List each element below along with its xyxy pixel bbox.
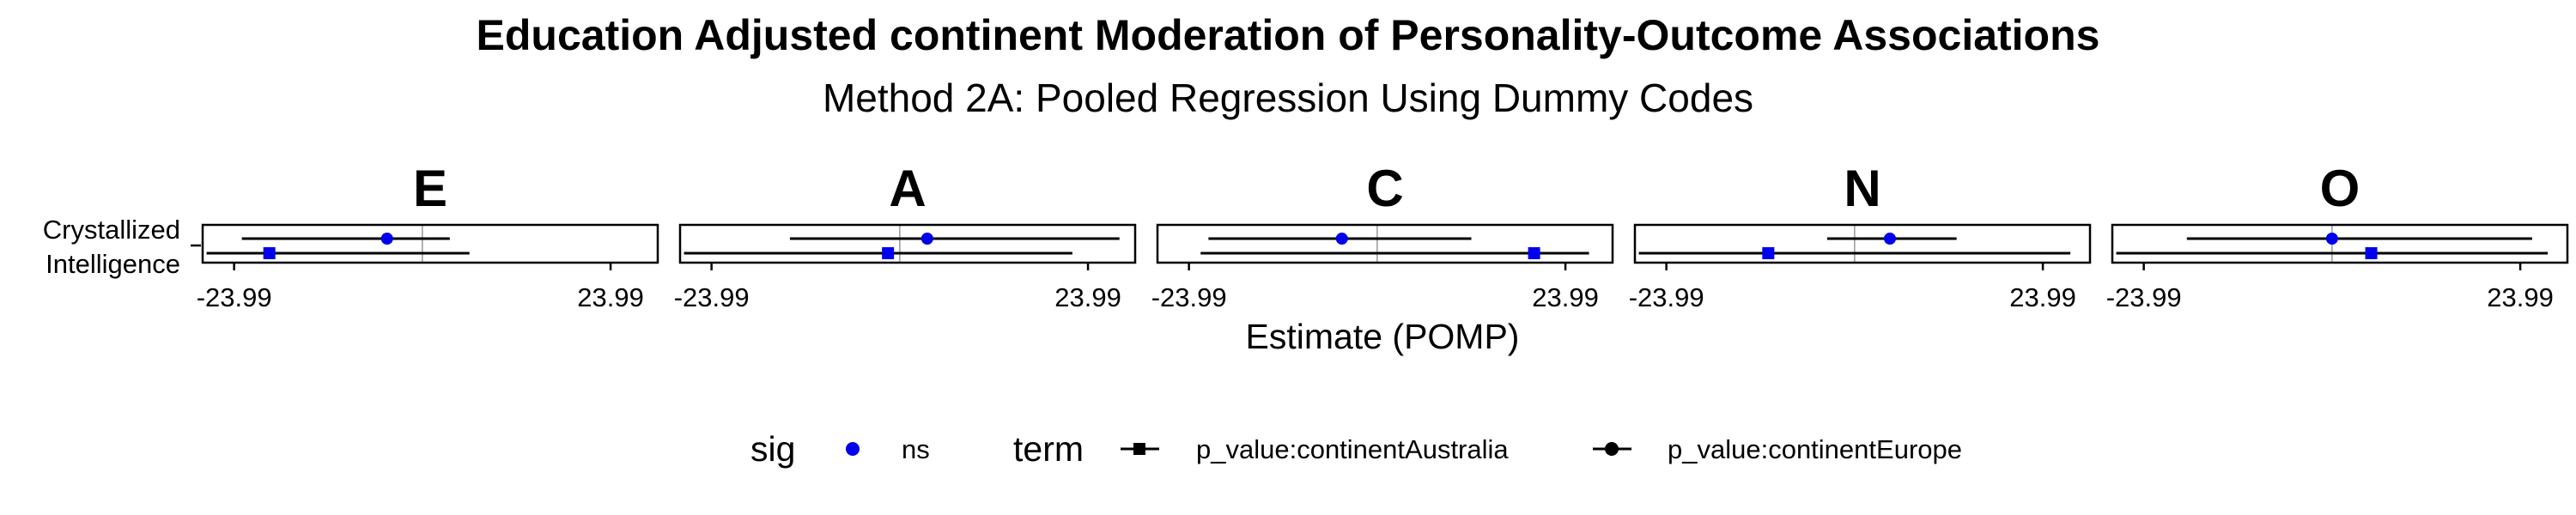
point-N-europe <box>1883 233 1896 245</box>
legend: sig ns term p_value:continentAustralia p… <box>750 429 1962 469</box>
legend-term-australia-label: p_value:continentAustralia <box>1196 434 1509 464</box>
point-C-australia <box>1528 247 1540 259</box>
facet-label-C: C <box>1366 160 1403 217</box>
facet-O: O -23.99 23.99 <box>2106 160 2569 312</box>
facet-N: N -23.99 23.99 <box>1629 160 2092 312</box>
facet-label-A: A <box>889 160 926 217</box>
facet-panels: E -23.99 23.99 A -23.99 23.99 C -23.99 23.99 N -23… <box>197 160 2569 312</box>
point-A-europe <box>920 233 933 245</box>
x-tick-label: -23.99 <box>1151 282 1227 312</box>
facet-A: A -23.99 23.99 <box>674 160 1137 312</box>
point-E-europe <box>380 233 393 245</box>
legend-sig-ns-label: ns <box>902 434 930 464</box>
facet-label-O: O <box>2320 160 2360 217</box>
x-tick-label: 23.99 <box>2009 282 2076 312</box>
y-category-label-line-1: Crystallized <box>43 215 180 245</box>
x-tick-label: -23.99 <box>674 282 750 312</box>
facet-E: E -23.99 23.99 <box>197 160 659 312</box>
facet-label-E: E <box>413 160 447 217</box>
chart-subtitle: Method 2A: Pooled Regression Using Dummy… <box>823 76 1753 120</box>
point-O-europe <box>2325 233 2338 245</box>
x-tick-label: 23.99 <box>1054 282 1121 312</box>
panel-border <box>678 223 1137 264</box>
x-tick-label: 23.99 <box>577 282 644 312</box>
x-axis-title: Estimate (POMP) <box>1246 317 1520 356</box>
facet-label-N: N <box>1844 160 1880 217</box>
panel-border <box>1156 223 1614 264</box>
panel-border <box>201 223 659 264</box>
x-tick-label: -23.99 <box>1629 282 1704 312</box>
legend-term-europe-circle <box>1605 442 1619 456</box>
x-tick-label: -23.99 <box>197 282 272 312</box>
y-category-label-line-2: Intelligence <box>46 249 180 279</box>
legend-term-title: term <box>1013 429 1084 469</box>
x-tick-label: -23.99 <box>2106 282 2182 312</box>
facet-C: C -23.99 23.99 <box>1151 160 1614 312</box>
legend-term-australia-square <box>1133 443 1145 455</box>
point-O-australia <box>2365 247 2378 259</box>
x-tick-label: 23.99 <box>2487 282 2554 312</box>
chart-title: Education Adjusted continent Moderation … <box>477 11 2100 59</box>
point-N-australia <box>1762 247 1775 259</box>
point-A-australia <box>882 247 895 259</box>
panel-border <box>2111 223 2569 264</box>
panel-border <box>1633 223 2092 264</box>
legend-sig-title: sig <box>750 429 795 469</box>
legend-sig-ns-key <box>846 442 860 456</box>
point-E-australia <box>263 247 276 259</box>
legend-term-europe-label: p_value:continentEurope <box>1668 434 1962 464</box>
x-tick-label: 23.99 <box>1532 282 1599 312</box>
point-C-europe <box>1335 233 1348 245</box>
